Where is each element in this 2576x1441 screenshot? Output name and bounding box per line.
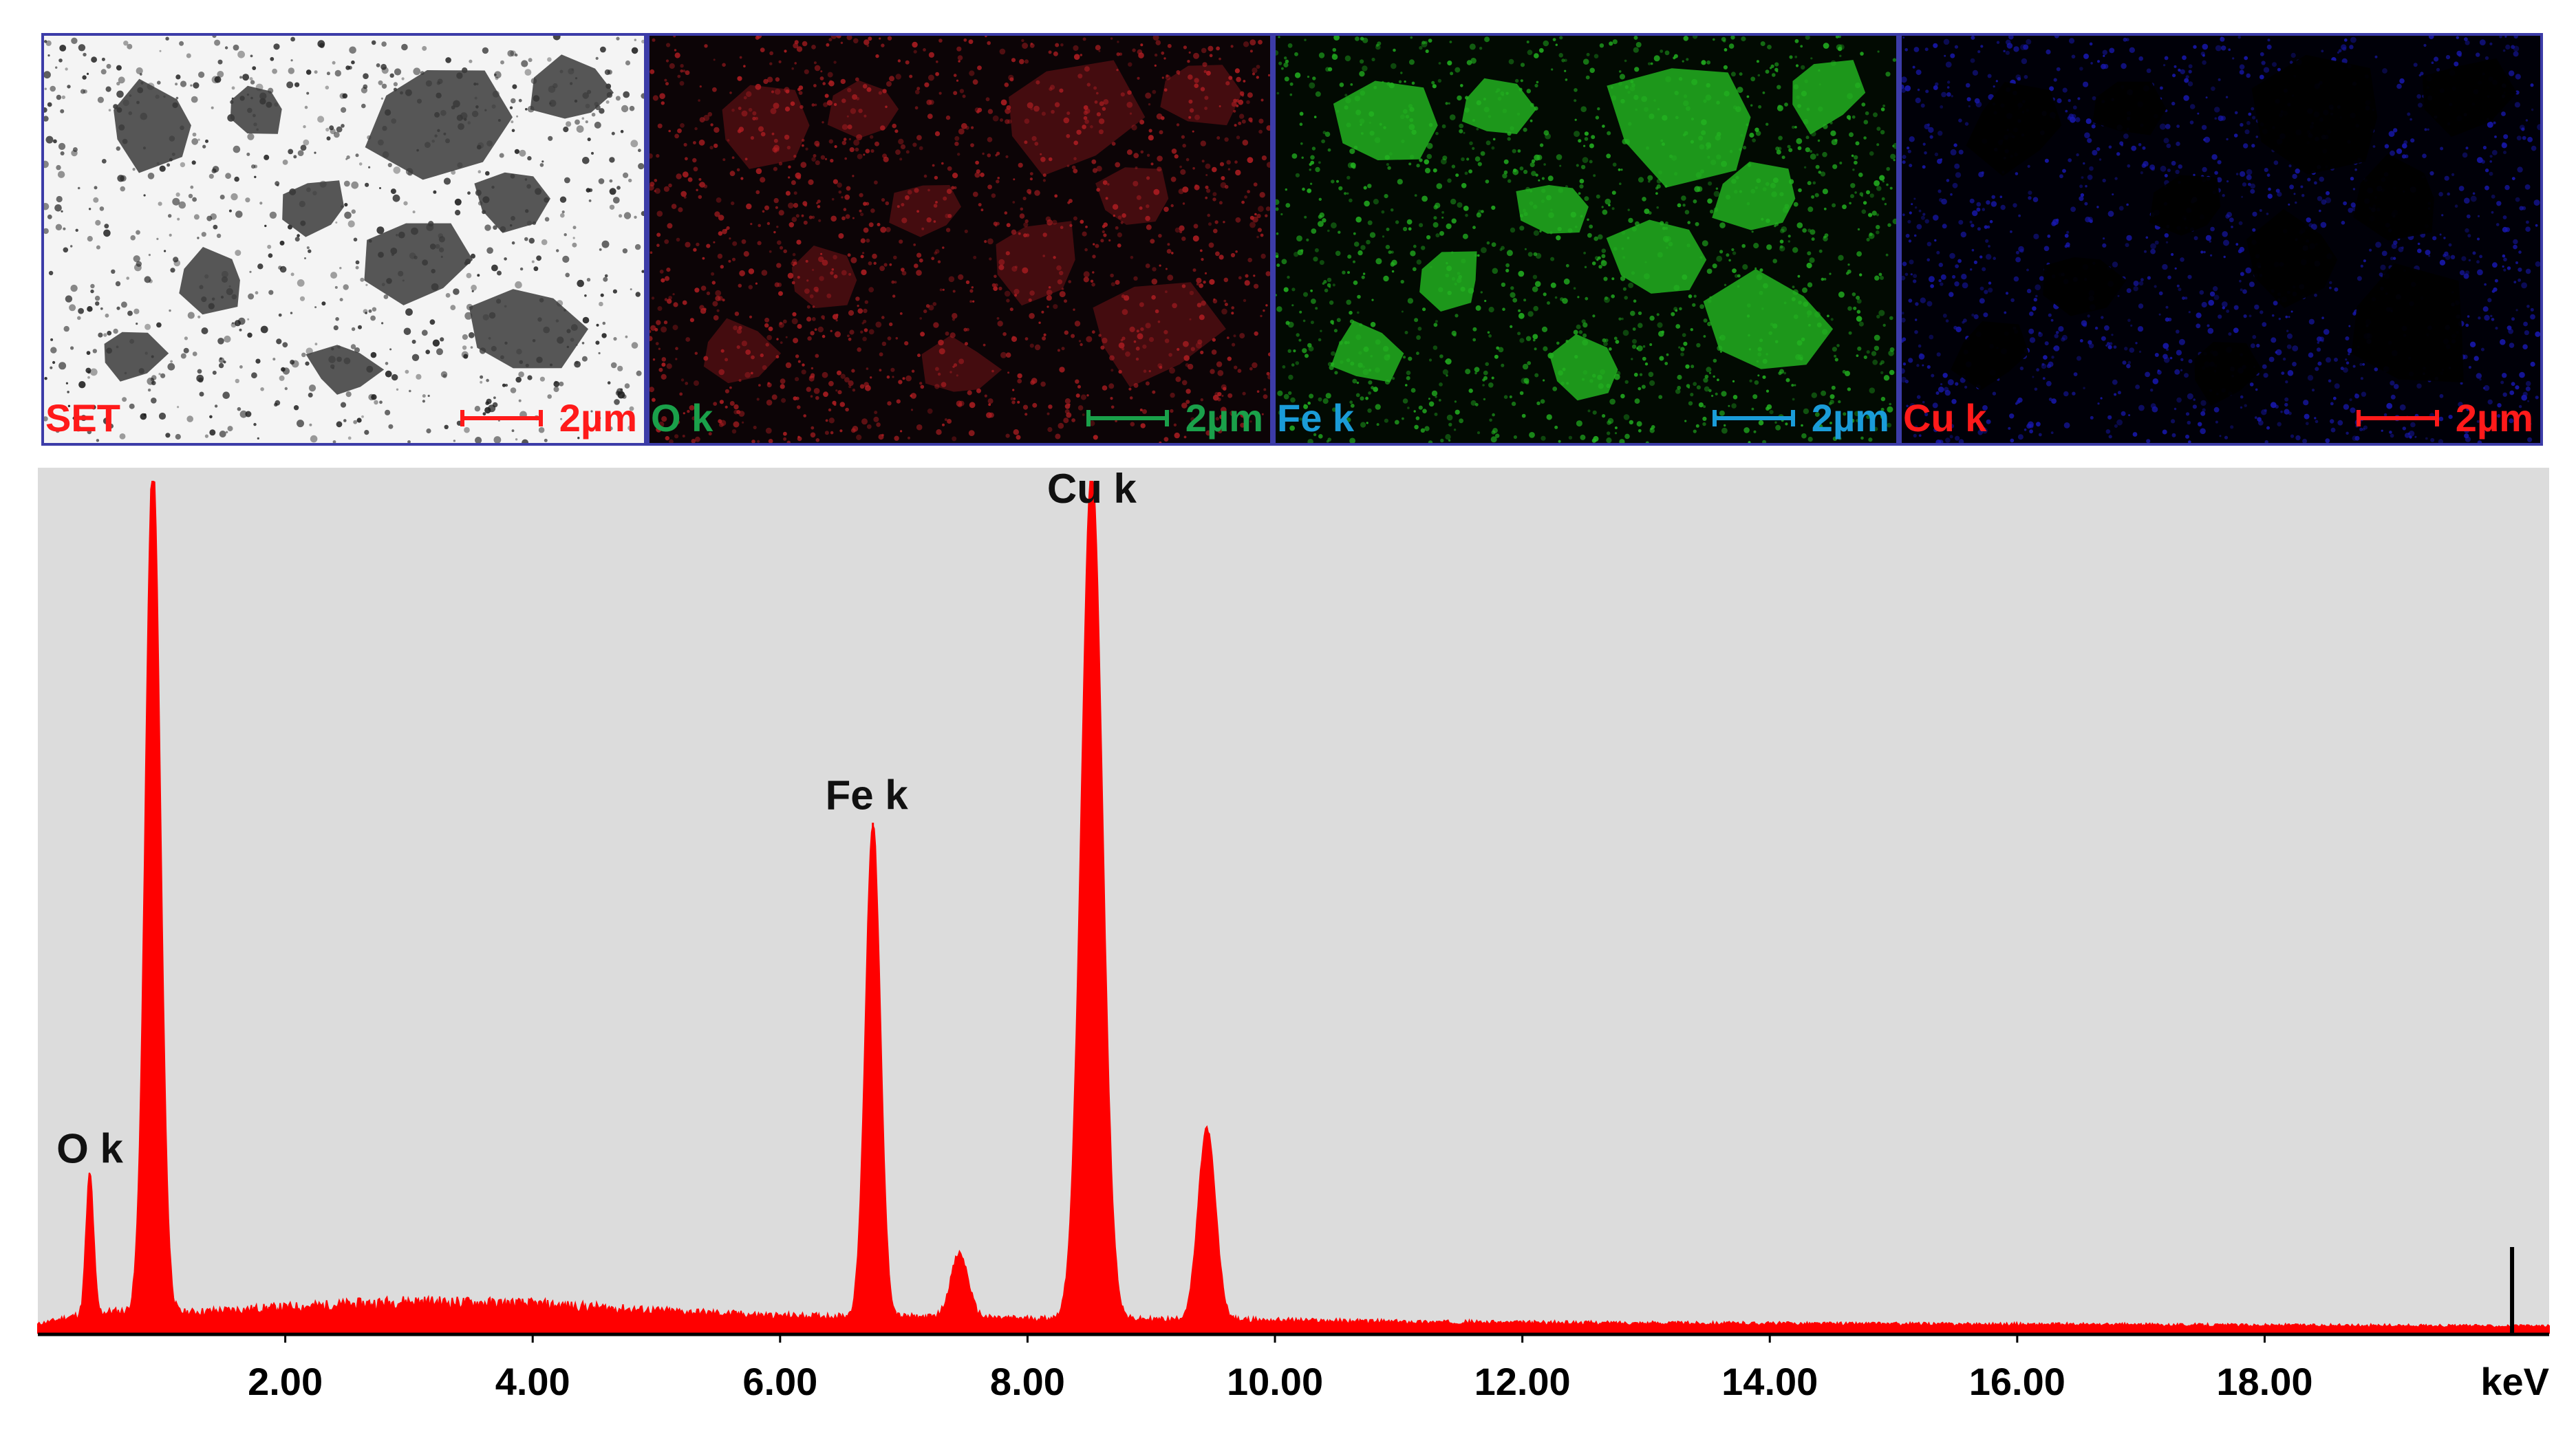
oxygen-map-panel: O k 2µm <box>647 33 1273 446</box>
scale-bar-label: 2µm <box>2455 396 2533 440</box>
scale-bar: 2µm <box>460 399 637 437</box>
scale-bar: 2µm <box>2356 396 2533 440</box>
x-tick-label: 6.00 <box>742 1360 817 1403</box>
scale-bar-label: 2µm <box>559 396 637 440</box>
x-tick-label: 4.00 <box>495 1360 570 1403</box>
oxygen-map-image <box>650 36 1270 443</box>
peak-label: O k <box>56 1125 123 1171</box>
scale-bar-line <box>460 410 543 426</box>
x-tick-label: 18.00 <box>2216 1360 2312 1403</box>
map-label-set: SET <box>45 396 120 440</box>
x-tick-label: 2.00 <box>248 1360 323 1403</box>
x-tick-label: 14.00 <box>1721 1360 1818 1403</box>
map-label-oxygen: O k <box>651 396 713 440</box>
plot-background <box>38 468 2549 1333</box>
x-unit-label: keV <box>2480 1360 2549 1403</box>
copper-map-image <box>1902 36 2540 443</box>
scale-bar-line <box>1712 410 1795 426</box>
scale-bar-label: 2µm <box>1185 396 1263 440</box>
elemental-maps-row: SET 2µm O k 2µm Fe k 2µm Cu k 2µm <box>41 33 2543 446</box>
scale-bar: 2µm <box>1712 396 1889 440</box>
x-tick-label: 16.00 <box>1969 1360 2065 1403</box>
map-label-copper: Cu k <box>1903 396 1987 440</box>
scale-bar-line <box>2356 410 2439 426</box>
x-tick-label: 8.00 <box>990 1360 1065 1403</box>
set-image-panel: SET 2µm <box>41 33 647 446</box>
spectrum-series <box>37 481 2550 1334</box>
peak-label: Fe k <box>826 772 909 819</box>
map-label-iron: Fe k <box>1277 396 1355 440</box>
scale-bar-line <box>1086 410 1169 426</box>
scale-bar: 2µm <box>1086 399 1263 437</box>
peak-label: Cu k <box>1047 466 1137 512</box>
x-tick-label: 10.00 <box>1227 1360 1323 1403</box>
scale-bar-label: 2µm <box>1811 396 1889 440</box>
x-tick-label: 12.00 <box>1474 1360 1571 1403</box>
set-image <box>44 36 644 443</box>
iron-map-panel: Fe k 2µm <box>1273 33 1899 446</box>
iron-map-image <box>1276 36 1896 443</box>
copper-map-panel: Cu k 2µm <box>1899 33 2543 446</box>
eds-spectrum-chart: 2.00 4.00 6.00 8.00 10.00 12.00 14.00 16.00 18.0… <box>37 466 2550 1403</box>
